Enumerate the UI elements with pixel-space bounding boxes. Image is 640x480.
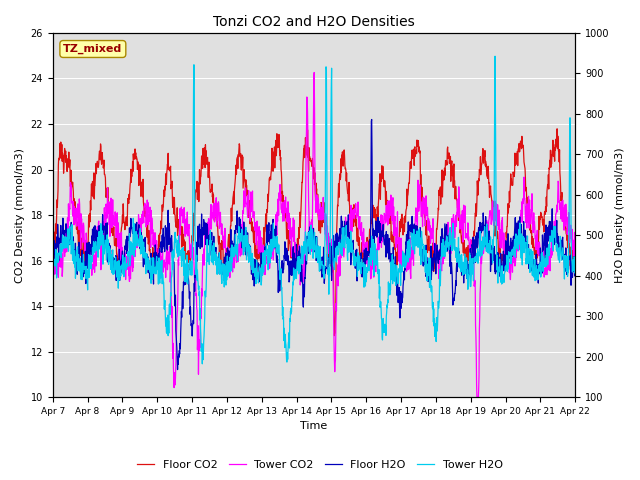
Floor H2O [111,267,118,273]
Y-axis label: H2O Density (mmol/m3): H2O Density (mmol/m3) [615,147,625,283]
Floor CO2 [347,204,355,209]
X-axis label: Time: Time [300,421,328,432]
Floor CO2 [271,144,278,150]
Floor H2O [271,245,278,251]
Floor H2O [368,117,376,122]
Floor H2O [49,261,56,266]
Y-axis label: CO2 Density (mmol/m3): CO2 Density (mmol/m3) [15,147,25,283]
Floor CO2 [553,126,561,132]
Tower CO2 [473,394,481,400]
Tower CO2 [111,219,118,225]
Floor H2O [90,238,97,244]
Tower H2O [492,53,499,59]
Tower CO2 [49,237,56,242]
Title: Tonzi CO2 and H2O Densities: Tonzi CO2 and H2O Densities [213,15,415,29]
Tower CO2 [347,231,355,237]
Tower CO2 [90,266,97,272]
Legend: Floor CO2, Tower CO2, Floor H2O, Tower H2O: Floor CO2, Tower CO2, Floor H2O, Tower H… [133,456,507,474]
Floor CO2 [49,259,56,264]
Tower CO2 [282,208,289,214]
Line: Floor CO2: Floor CO2 [52,129,575,336]
Floor CO2 [291,266,298,272]
Tower H2O [282,340,289,346]
Tower H2O [49,266,56,272]
Tower H2O [347,244,355,250]
Floor CO2 [282,205,289,211]
Tower CO2 [572,266,579,272]
Tower H2O [271,234,278,240]
Floor H2O [291,273,299,279]
Tower CO2 [291,248,298,254]
Tower H2O [198,361,206,367]
Line: Tower CO2: Tower CO2 [52,72,575,397]
Tower H2O [90,246,97,252]
Tower CO2 [271,233,278,239]
Floor H2O [173,367,181,372]
Line: Floor H2O: Floor H2O [52,120,575,370]
Tower H2O [111,258,118,264]
Floor H2O [572,260,579,266]
Floor CO2 [572,239,579,245]
Tower H2O [291,272,299,277]
Floor H2O [282,254,289,260]
Floor CO2 [330,333,338,338]
Line: Tower H2O: Tower H2O [52,56,575,364]
Tower H2O [572,264,579,270]
Tower CO2 [310,70,318,75]
Floor CO2 [111,242,118,248]
Text: TZ_mixed: TZ_mixed [63,44,122,54]
Floor H2O [347,232,355,238]
Floor CO2 [90,194,97,200]
